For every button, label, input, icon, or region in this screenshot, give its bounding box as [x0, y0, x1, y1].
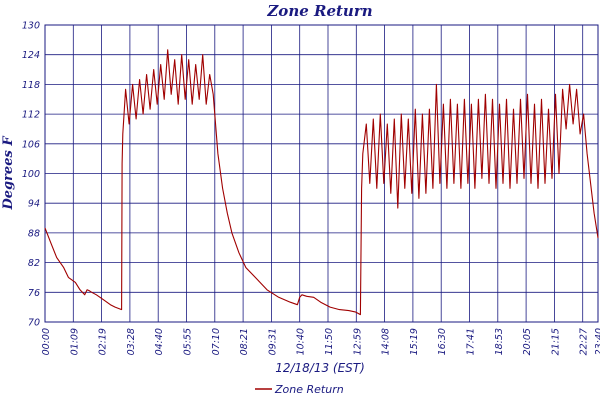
legend-label: Zone Return [274, 383, 344, 396]
x-tick-label: 01:09 [69, 328, 80, 355]
x-tick-label: 22:27 [579, 328, 590, 355]
y-tick-label: 100 [22, 169, 40, 180]
x-tick-label: 00:00 [41, 328, 52, 355]
y-tick-label: 106 [22, 139, 40, 150]
series-layer [44, 49, 599, 316]
x-tick-label: 04:40 [154, 328, 165, 355]
x-tick-label: 14:08 [381, 328, 392, 355]
x-tick-label: 23:40 [594, 328, 600, 355]
series-line-zone-return [44, 49, 599, 316]
x-tick-label: 02:19 [98, 328, 109, 355]
x-tick-label: 16:30 [437, 328, 448, 355]
y-tick-label: 124 [22, 50, 40, 61]
y-axis-label: Degrees F [1, 136, 16, 211]
x-tick-label: 11:50 [324, 328, 335, 355]
x-tick-label: 05:55 [183, 328, 194, 355]
y-tick-label: 112 [22, 110, 40, 121]
y-axis-ticks: 70 76 82 88 94 100 106 112 118 124 130 [22, 21, 40, 329]
y-tick-label: 70 [28, 318, 40, 329]
y-tick-label: 82 [28, 258, 40, 269]
x-tick-label: 07:10 [211, 328, 222, 355]
x-tick-label: 18:53 [494, 328, 505, 355]
x-axis-label: 12/18/13 (EST) [275, 361, 365, 375]
legend: Zone Return [255, 383, 344, 396]
chart-title: Zone Return [266, 2, 372, 20]
y-tick-label: 76 [28, 288, 40, 299]
y-tick-label: 130 [22, 21, 40, 32]
x-tick-label: 03:28 [126, 328, 137, 355]
y-tick-label: 88 [28, 228, 40, 239]
y-tick-label: 94 [28, 199, 40, 210]
x-tick-label: 21:15 [550, 328, 561, 355]
x-tick-label: 10:40 [296, 328, 307, 355]
y-tick-label: 118 [22, 80, 40, 91]
x-tick-label: 17:41 [466, 328, 477, 355]
x-tick-label: 20:05 [522, 328, 533, 355]
x-tick-label: 09:31 [267, 328, 278, 355]
x-tick-label: 15:19 [409, 328, 420, 355]
x-tick-label: 12:59 [352, 328, 363, 355]
x-axis-ticks: 00:00 01:09 02:19 03:28 04:40 05:55 07:10 08:21… [41, 328, 600, 355]
x-tick-label: 08:21 [239, 328, 250, 355]
